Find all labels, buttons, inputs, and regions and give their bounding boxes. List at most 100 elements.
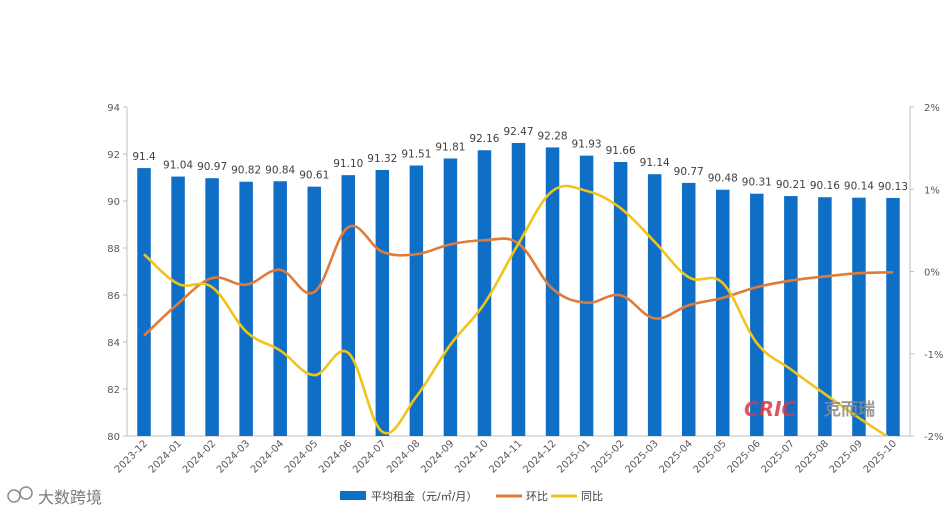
bar-label-2024-11: 92.47 [503, 126, 533, 138]
x-tick-label-2024-02: 2024-02 [181, 438, 218, 475]
bar-label-2024-02: 90.97 [197, 161, 227, 173]
bar-2025-10 [886, 197, 900, 436]
y-left-tick-label: 84 [107, 338, 120, 349]
cric-watermark: CRIC 克而瑞 [744, 397, 875, 421]
y-left-tick-label: 82 [107, 385, 120, 396]
bar-2025-06 [750, 193, 764, 436]
bar-data-labels: 91.4 91.04 90.97 90.82 90.84 90.61 91.10 91.32 9… [132, 126, 908, 193]
bar-2024-09 [443, 158, 458, 436]
bar-label-2025-03: 91.14 [640, 157, 670, 169]
y-right-tick-label: 2% [924, 103, 940, 114]
bar-label-2025-01: 91.93 [572, 139, 602, 151]
bar-label-2024-04: 90.84 [265, 164, 295, 176]
legend-label-average-rent: 平均租金（元/㎡/月） [371, 489, 477, 503]
x-tick-label-2023-12: 2023-12 [113, 438, 150, 475]
bar-2025-07 [784, 196, 798, 436]
bar-2024-06 [341, 175, 356, 436]
x-tick-label-2025-07: 2025-07 [760, 438, 797, 475]
y-left-tick-label: 80 [107, 432, 120, 443]
y-left-tick-label: 90 [107, 197, 120, 208]
source-watermark: 大数跨境 [7, 486, 102, 507]
bar-label-2024-05: 90.61 [299, 170, 329, 182]
x-tick-label-2024-03: 2024-03 [215, 438, 252, 475]
bar-label-2025-02: 91.66 [606, 145, 636, 157]
y-right-tick-label: -2% [924, 432, 943, 443]
bar-2025-01 [579, 155, 594, 436]
x-tick-label-2024-10: 2024-10 [453, 438, 490, 475]
x-tick-label-2025-04: 2025-04 [658, 438, 695, 475]
bar-label-2025-06: 90.31 [742, 177, 772, 189]
legend: 平均租金（元/㎡/月） 环比 同比 [340, 489, 603, 503]
x-tick-label-2025-09: 2025-09 [828, 438, 865, 475]
bar-series-average-rent [137, 142, 900, 437]
bar-2025-04 [681, 182, 696, 436]
x-tick-label-2025-03: 2025-03 [623, 438, 660, 475]
bar-label-2025-10: 90.13 [878, 181, 908, 193]
chart-axes: 80 82 84 86 88 90 92 94 -2% -1% 0% 1% 2% [107, 103, 943, 443]
bar-label-2024-09: 91.81 [435, 141, 465, 153]
x-tick-label-2024-09: 2024-09 [419, 438, 456, 475]
bar-2024-07 [375, 169, 390, 437]
x-tick-label-2025-05: 2025-05 [692, 438, 729, 475]
x-tick-label-2024-05: 2024-05 [283, 438, 320, 475]
line-yoy [143, 184, 890, 436]
x-tick-label-2025-02: 2025-02 [589, 438, 626, 475]
bar-label-2025-09: 90.14 [844, 181, 874, 193]
bar-label-2024-12: 92.28 [538, 130, 568, 142]
bar-2025-08 [818, 197, 832, 436]
bar-2024-11 [511, 142, 526, 436]
x-tick-label-2024-04: 2024-04 [249, 438, 286, 475]
x-tick-label-2025-10: 2025-10 [862, 438, 899, 475]
bar-label-2024-08: 91.51 [401, 149, 431, 161]
x-tick-label-2024-07: 2024-07 [351, 438, 388, 475]
bar-2024-05 [307, 186, 321, 436]
bar-2025-03 [647, 174, 662, 436]
x-tick-label-2025-06: 2025-06 [726, 438, 763, 475]
bar-2025-02 [613, 161, 628, 437]
bar-label-2024-06: 91.10 [333, 158, 363, 170]
y-left-tick-label: 94 [107, 103, 120, 114]
legend-label-yoy: 同比 [581, 490, 603, 503]
line-series [143, 184, 894, 436]
bar-label-2023-12: 91.4 [132, 151, 156, 163]
legend-swatch-average-rent [340, 491, 366, 500]
x-tick-label-2024-06: 2024-06 [317, 438, 354, 475]
bar-2025-05 [716, 189, 730, 436]
bar-2023-12 [137, 168, 151, 436]
bar-2024-01 [171, 176, 185, 436]
y-left-tick-label: 88 [107, 244, 120, 255]
x-tick-label-2025-08: 2025-08 [794, 438, 831, 475]
bar-2025-09 [852, 197, 866, 436]
bar-label-2024-01: 91.04 [163, 160, 193, 172]
cric-watermark-cn: 克而瑞 [824, 399, 875, 420]
y-left-tick-label: 86 [107, 291, 120, 302]
bar-label-2024-10: 92.16 [469, 133, 499, 145]
bar-label-2024-03: 90.82 [231, 165, 261, 177]
bar-2024-02 [205, 178, 219, 436]
x-tick-label-2024-12: 2024-12 [521, 438, 558, 475]
bar-label-2025-04: 90.77 [674, 166, 704, 178]
cric-watermark-logo: CRIC [744, 397, 797, 421]
x-axis-tick-labels: 2023-122024-012024-022024-032024-042024-… [113, 438, 899, 475]
source-logo-icon-2 [19, 486, 33, 500]
x-tick-label-2024-11: 2024-11 [487, 438, 524, 475]
x-tick-label-2025-01: 2025-01 [555, 438, 592, 475]
x-tick-label-2024-01: 2024-01 [147, 438, 184, 475]
bar-label-2025-07: 90.21 [776, 179, 806, 191]
source-logo-icon [7, 489, 21, 503]
bar-2024-10 [477, 150, 492, 437]
y-right-tick-label: 1% [924, 185, 940, 196]
legend-label-mom: 环比 [526, 490, 548, 503]
y-left-tick-label: 92 [107, 150, 120, 161]
bar-2024-12 [545, 147, 560, 437]
y-right-tick-label: -1% [924, 350, 943, 361]
bar-2024-04 [273, 181, 287, 436]
x-tick-label-2024-08: 2024-08 [385, 438, 422, 475]
bar-2024-08 [409, 165, 424, 436]
bar-label-2025-05: 90.48 [708, 173, 738, 185]
source-watermark-text: 大数跨境 [38, 488, 102, 507]
bar-label-2024-07: 91.32 [367, 153, 397, 165]
y-right-tick-label: 0% [924, 268, 940, 279]
bar-2024-03 [239, 181, 253, 436]
